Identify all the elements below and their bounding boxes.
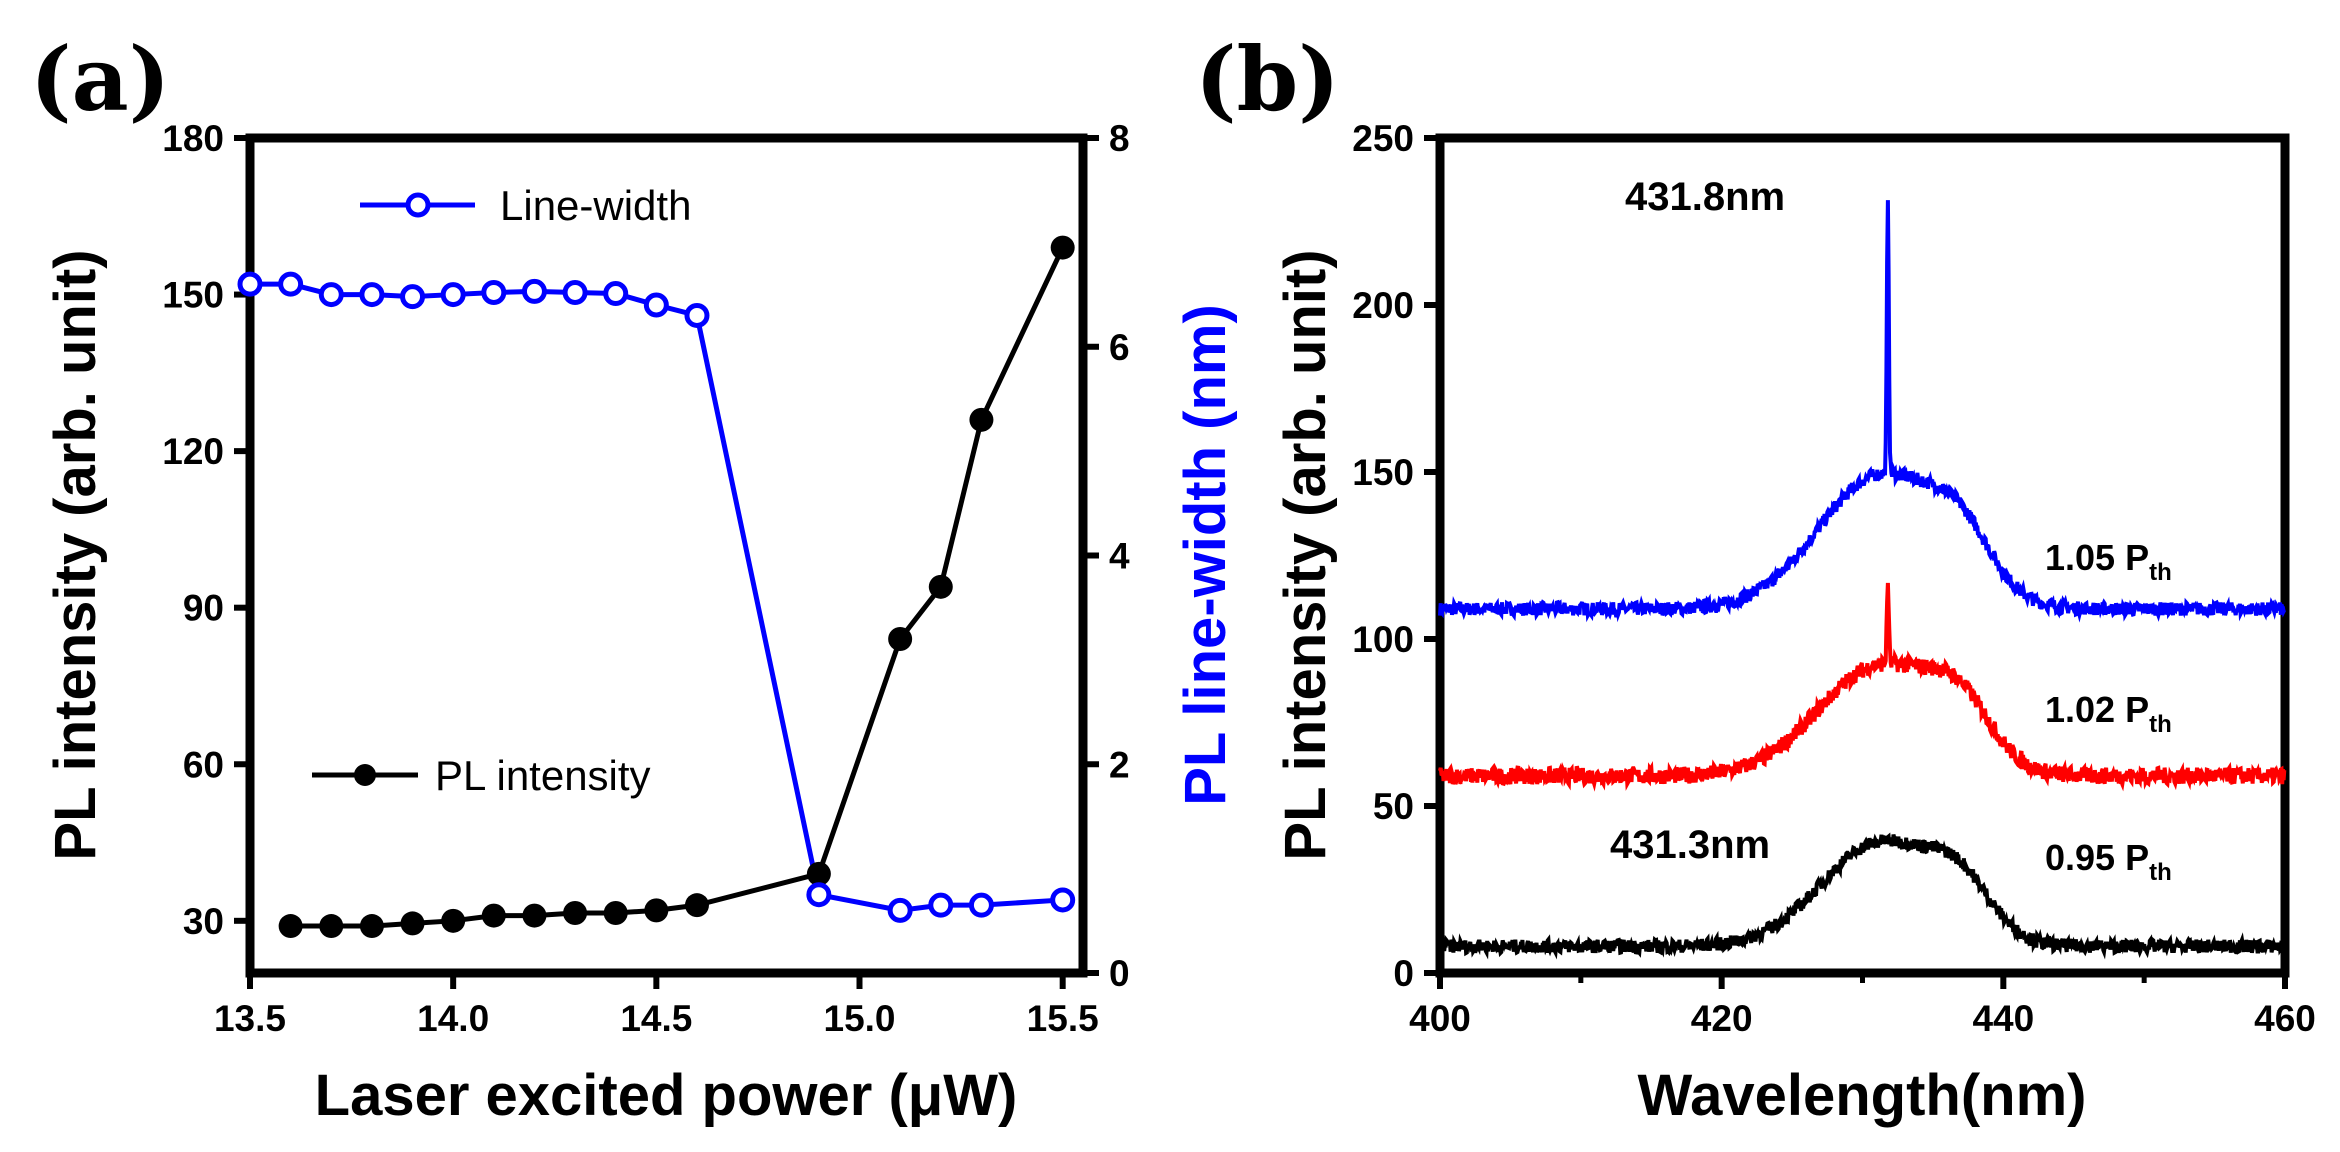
panel-b-ytick-label: 0: [1393, 953, 1414, 994]
spectrum-1-05-pth: [1438, 200, 2287, 623]
panel-a-ytick-label: 90: [183, 588, 224, 629]
panel-a-y2label: PL line-width (nm): [1173, 304, 1238, 806]
point-pl-intensity: [888, 627, 913, 651]
panel-b-xlabel: Wavelength(nm): [1638, 1063, 2087, 1128]
legend-intensity-label: PL intensity: [435, 752, 651, 799]
point-pl-intensity: [644, 898, 669, 923]
point-line-width: [928, 892, 954, 918]
annotation-431-3nm: 431.3nm: [1610, 823, 1770, 867]
legend-linewidth-marker: [405, 192, 431, 218]
spectrum-0-95-pth: [1438, 832, 2287, 960]
panel-a-xtick-label: 14.0: [417, 998, 489, 1039]
legend-a: Line-width PL intensity: [312, 182, 691, 799]
point-line-width: [318, 282, 344, 308]
point-line-width: [603, 281, 629, 307]
point-line-width: [521, 278, 547, 304]
point-pl-intensity: [481, 903, 506, 928]
panel-b-xtick-label: 420: [1691, 998, 1753, 1039]
panel-b-ylabel: PL intensity (arb. unit): [1273, 249, 1338, 860]
point-pl-intensity: [441, 908, 466, 933]
point-pl-intensity: [278, 914, 303, 939]
panel-a-xlabel: Laser excited power (μW): [315, 1063, 1018, 1128]
panel-b-xtick-label: 440: [1972, 998, 2034, 1039]
point-line-width: [400, 284, 426, 310]
point-pl-intensity: [684, 893, 709, 918]
panel-a-right-ytick-label: 4: [1109, 536, 1130, 577]
series-line-pl-intensity: [290, 246, 1065, 929]
point-line-width: [278, 271, 304, 297]
point-pl-intensity: [359, 914, 384, 939]
panel-a-xtick-label: 14.5: [620, 998, 692, 1039]
point-pl-intensity: [928, 574, 953, 599]
point-line-width: [1050, 887, 1076, 913]
panel-b-ytick-label: 200: [1352, 285, 1414, 326]
panel-a-xtick-label: 15.0: [824, 998, 896, 1039]
panel-b-ytick-label: 50: [1373, 786, 1414, 827]
panel-a-ylabel: PL intensity (arb. unit): [43, 249, 108, 860]
point-pl-intensity: [522, 903, 547, 928]
annotation-431-8nm: 431.8nm: [1625, 175, 1785, 219]
point-line-width: [562, 279, 588, 305]
point-line-width: [887, 897, 913, 923]
panel-b-ytick-label: 150: [1352, 452, 1414, 493]
panel-a-xtick-label: 15.5: [1027, 998, 1099, 1039]
panel-a-ytick-label: 60: [183, 744, 224, 785]
panel-a-ytick-label: 150: [162, 275, 224, 316]
panel-b-xtick-label: 460: [2254, 998, 2316, 1039]
point-line-width: [359, 282, 385, 308]
spectrum-1-02-pth: [1438, 582, 2287, 792]
point-pl-intensity: [603, 900, 628, 925]
label-1-02-pth: 1.02 Pth: [2045, 689, 2172, 738]
label-1-05-pth: 1.05 Pth: [2045, 537, 2172, 586]
point-pl-intensity: [400, 911, 425, 936]
point-line-width: [643, 292, 669, 318]
panel-a-ytick-label: 120: [162, 431, 224, 472]
panel-a-right-ytick-label: 0: [1109, 953, 1130, 994]
panel-b-ytick-label: 100: [1352, 619, 1414, 660]
legend-intensity-marker: [354, 764, 376, 786]
point-pl-intensity: [806, 861, 831, 886]
panel-a-label: (a): [30, 27, 170, 131]
panel-a-xtick-label: 13.5: [214, 998, 286, 1039]
point-pl-intensity: [969, 407, 994, 432]
panel-b-xtick-label: 400: [1409, 998, 1471, 1039]
point-pl-intensity: [563, 900, 588, 925]
point-line-width: [481, 279, 507, 305]
point-line-width: [968, 892, 994, 918]
panel-a-right-ytick-label: 8: [1109, 118, 1130, 159]
panel-a-ytick-label: 30: [183, 901, 224, 942]
point-line-width: [237, 271, 263, 297]
panel-a: (a) 13.5 14.0 14.5 15.0 15.5 30 60 90 120 150 180 0…: [30, 27, 1238, 1128]
panel-a-right-ytick-label: 2: [1109, 744, 1130, 785]
panel-a-frame: [245, 133, 1088, 978]
panel-b-ytick-label: 250: [1352, 118, 1414, 159]
legend-linewidth-label: Line-width: [500, 182, 691, 229]
point-line-width: [440, 282, 466, 308]
panel-b-label: (b): [1195, 27, 1340, 131]
label-0-95-pth: 0.95 Pth: [2045, 837, 2172, 886]
point-line-width: [806, 882, 832, 908]
point-pl-intensity: [319, 914, 344, 939]
panel-a-ytick-label: 180: [162, 118, 224, 159]
panel-a-right-ytick-label: 6: [1109, 327, 1130, 368]
point-line-width: [684, 302, 710, 328]
point-pl-intensity: [1050, 235, 1075, 260]
